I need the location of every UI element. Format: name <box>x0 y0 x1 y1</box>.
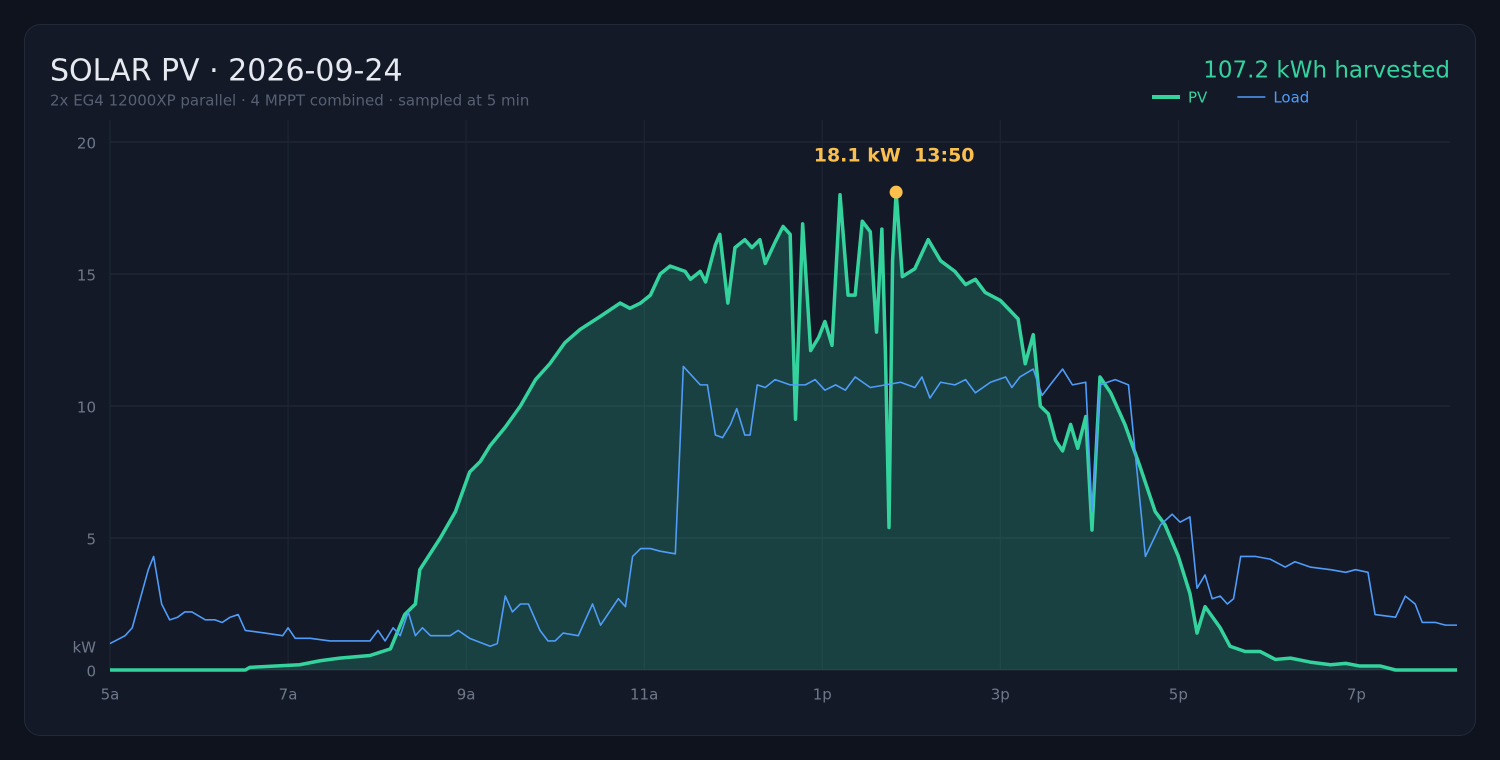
legend-label: Load <box>1273 89 1309 107</box>
x-tick-label: 7p <box>1347 686 1366 704</box>
y-tick-label: 15 <box>77 267 96 285</box>
chart-title: SOLAR PV · 2026-09-24 <box>50 54 403 89</box>
x-tick-label: 5a <box>101 686 120 704</box>
pv-area <box>110 192 1457 670</box>
panel <box>24 24 1476 736</box>
total-energy: 107.2 kWh harvested <box>1203 58 1450 84</box>
x-tick-label: 11a <box>630 686 658 704</box>
x-tick-label: 3p <box>991 686 1010 704</box>
x-tick-label: 5p <box>1169 686 1188 704</box>
y-tick-label: 10 <box>77 399 96 417</box>
peak-label: 18.1 kW 13:50 <box>814 145 975 167</box>
x-tick-label: 1p <box>813 686 832 704</box>
peak-marker <box>889 185 903 199</box>
y-tick-label: 20 <box>77 135 96 153</box>
y-tick-label: 0 <box>86 663 96 681</box>
y-tick-label: 5 <box>86 531 96 549</box>
y-unit: kW <box>72 639 96 657</box>
load-line <box>109 365 1457 648</box>
chart-subtitle: 2x EG4 12000XP parallel · 4 MPPT combine… <box>50 92 529 110</box>
x-tick-label: 7a <box>279 686 298 704</box>
x-tick-label: 9a <box>457 686 476 704</box>
legend-label: PV <box>1188 89 1208 107</box>
